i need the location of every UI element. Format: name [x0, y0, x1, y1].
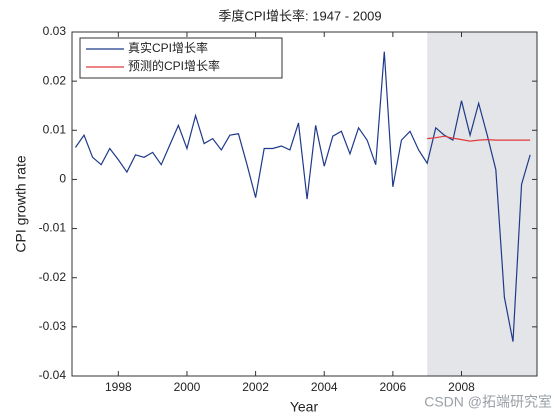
x-axis-label: Year — [290, 399, 319, 415]
x-tick-label: 2002 — [242, 380, 269, 394]
y-tick-label: 0.03 — [43, 24, 67, 38]
y-tick-label: 0 — [59, 172, 66, 186]
watermark: CSDN @拓端研究室 — [424, 394, 552, 410]
x-tick-label: 2000 — [174, 380, 201, 394]
y-tick-label: -0.02 — [39, 270, 67, 284]
x-tick-label: 2006 — [380, 380, 407, 394]
y-axis-label: CPI growth rate — [13, 155, 29, 252]
y-tick-label: -0.01 — [39, 221, 67, 235]
y-tick-label: -0.04 — [39, 368, 67, 382]
chart-title: 季度CPI增长率: 1947 - 2009 — [218, 8, 381, 23]
data-line — [427, 135, 531, 142]
y-tick-label: 0.02 — [43, 73, 67, 87]
legend-label: 真实CPI增长率 — [128, 40, 208, 55]
y-tick-label: 0.01 — [43, 122, 67, 136]
x-tick-label: 2004 — [311, 380, 338, 394]
data-line — [74, 51, 531, 342]
plot-frame — [71, 31, 538, 377]
x-tick-label: 2008 — [448, 380, 475, 394]
legend-label: 预测的CPI增长率 — [128, 58, 220, 73]
shaded-region — [427, 32, 537, 376]
y-tick-label: -0.03 — [39, 319, 67, 333]
legend-box — [79, 37, 283, 79]
x-tick-label: 1998 — [105, 380, 132, 394]
